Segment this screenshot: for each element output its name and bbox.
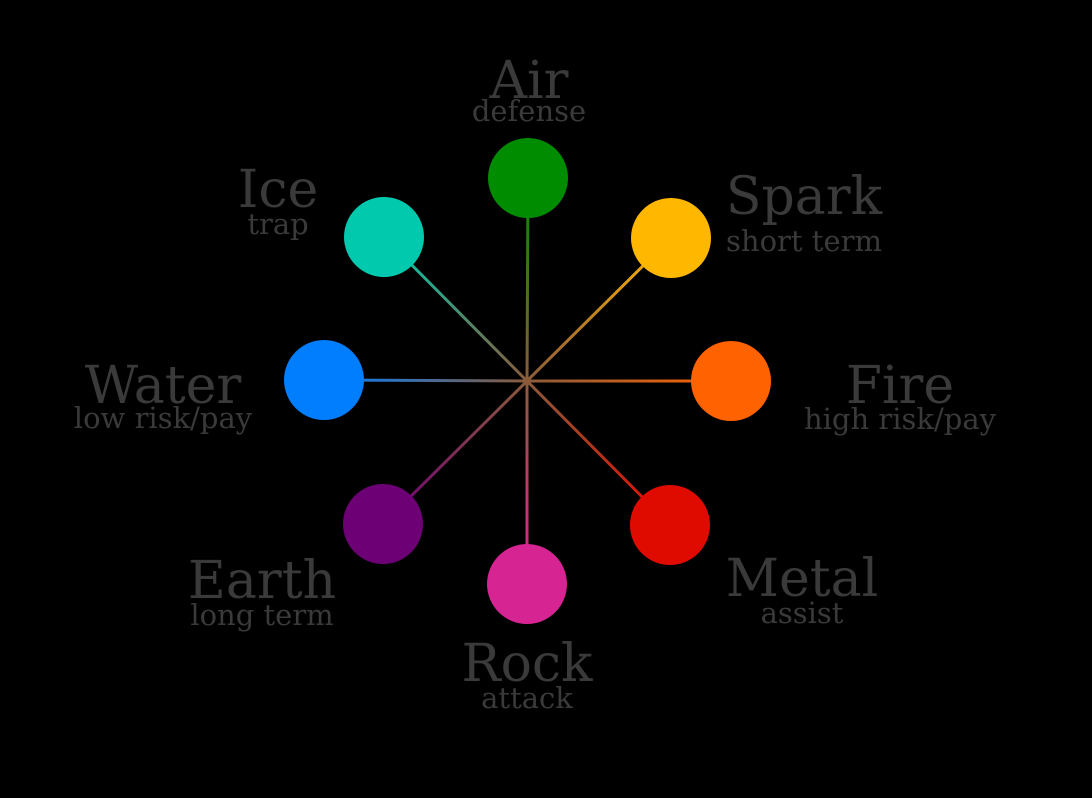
node-rock	[487, 544, 567, 624]
label-air-description: defense	[472, 94, 586, 128]
node-metal	[630, 485, 710, 565]
node-ice	[344, 197, 424, 277]
label-fire-name: Fire	[846, 356, 954, 416]
node-fire	[691, 341, 771, 421]
label-rock-name: Rock	[461, 634, 593, 694]
label-metal-description: assist	[761, 596, 844, 630]
label-fire-description: high risk/pay	[804, 402, 997, 436]
node-water	[284, 340, 364, 420]
label-earth-description: long term	[190, 598, 333, 632]
labels: Air defense Spark short term Fire high r…	[74, 51, 997, 715]
label-rock-description: attack	[481, 681, 573, 715]
node-earth	[343, 484, 423, 564]
label-ice-name: Ice	[238, 160, 318, 220]
label-water-name: Water	[85, 356, 242, 416]
label-water-description: low risk/pay	[74, 401, 253, 435]
nodes	[284, 138, 771, 624]
label-spark-description: short term	[726, 224, 882, 258]
label-ice-description: trap	[247, 207, 308, 241]
label-air-name: Air	[488, 51, 568, 111]
label-metal-name: Metal	[726, 549, 879, 609]
spokes	[322, 176, 733, 586]
label-spark-name: Spark	[726, 167, 883, 227]
node-air	[488, 138, 568, 218]
label-earth-name: Earth	[188, 551, 336, 611]
node-spark	[631, 198, 711, 278]
